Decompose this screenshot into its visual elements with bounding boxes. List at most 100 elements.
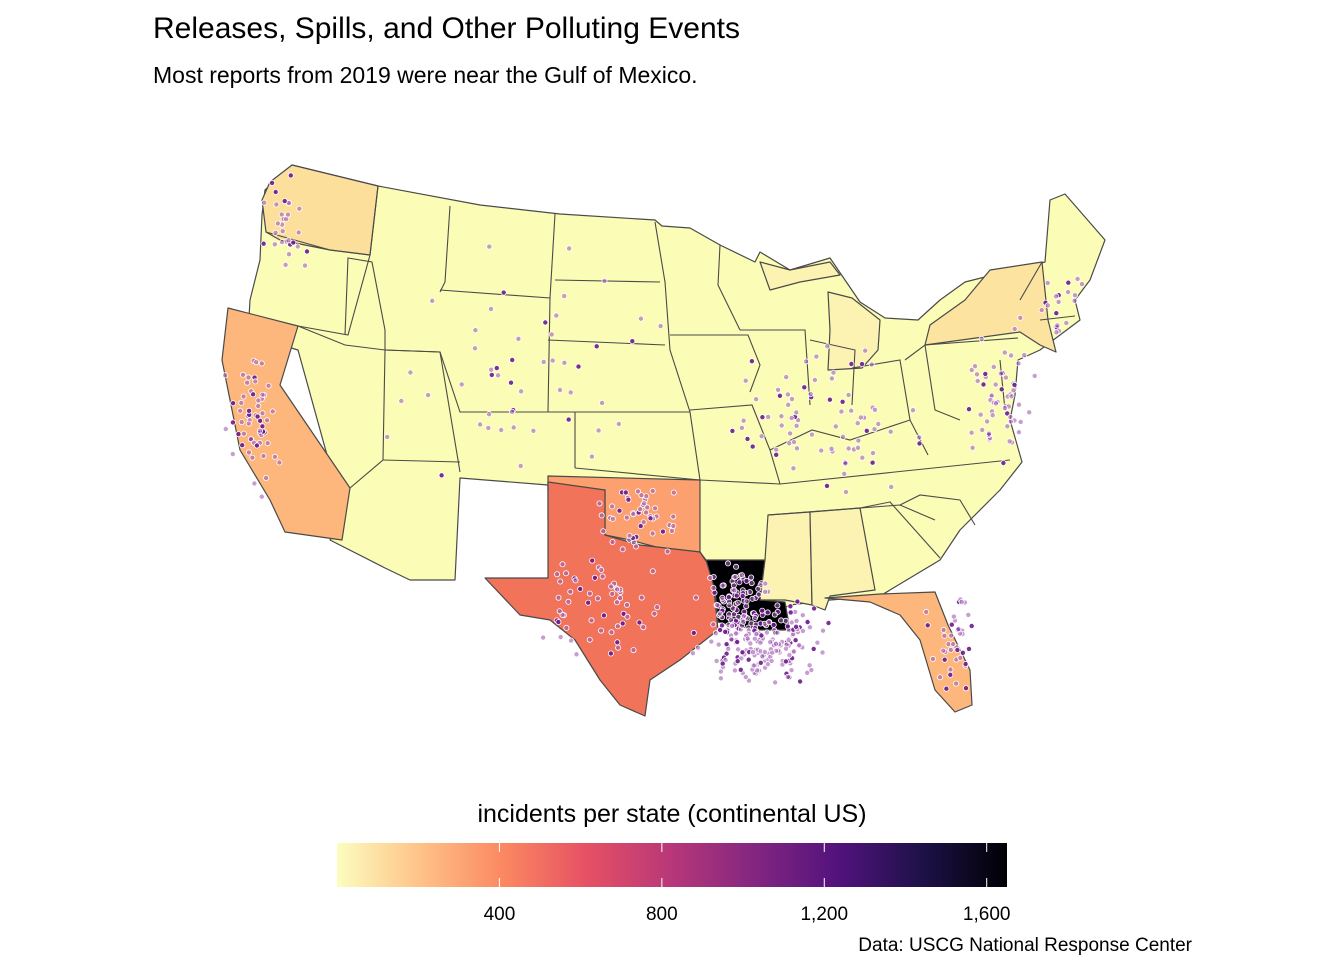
incident-point bbox=[845, 445, 852, 452]
incident-point bbox=[596, 500, 603, 507]
incident-point bbox=[438, 472, 445, 479]
incident-point bbox=[458, 381, 465, 388]
incident-point bbox=[616, 507, 623, 514]
incident-point bbox=[868, 361, 875, 368]
incident-point bbox=[774, 602, 781, 609]
incident-point bbox=[787, 430, 794, 437]
incident-point bbox=[240, 430, 247, 437]
incident-point bbox=[294, 243, 301, 250]
incident-point bbox=[763, 629, 770, 636]
incident-point bbox=[559, 561, 566, 568]
incident-point bbox=[989, 412, 996, 419]
incident-point bbox=[799, 628, 806, 635]
incident-point bbox=[764, 609, 771, 616]
incident-point bbox=[742, 674, 749, 681]
incident-point bbox=[734, 658, 741, 665]
incident-point bbox=[863, 427, 870, 434]
incident-point bbox=[296, 205, 303, 212]
incident-point bbox=[929, 655, 936, 662]
incident-point bbox=[872, 406, 879, 413]
incident-point bbox=[614, 586, 621, 593]
incident-point bbox=[1011, 381, 1018, 388]
incident-point bbox=[586, 636, 593, 643]
incident-point bbox=[586, 590, 593, 597]
incident-point bbox=[1000, 459, 1007, 466]
incident-point bbox=[1053, 293, 1060, 300]
state-florida bbox=[824, 591, 973, 713]
incident-point bbox=[778, 617, 785, 624]
incident-point bbox=[279, 228, 286, 235]
incident-point bbox=[813, 353, 820, 360]
incident-point bbox=[762, 588, 769, 595]
incident-point bbox=[1031, 372, 1038, 379]
incident-point bbox=[824, 343, 831, 350]
incident-point bbox=[515, 335, 522, 342]
incident-point bbox=[958, 599, 965, 606]
incident-point bbox=[962, 661, 969, 668]
incident-point bbox=[591, 574, 598, 581]
incident-point bbox=[577, 585, 584, 592]
incident-point bbox=[472, 327, 479, 334]
incident-point bbox=[548, 331, 555, 338]
incident-point bbox=[966, 406, 973, 413]
incident-point bbox=[384, 433, 391, 440]
incident-point bbox=[614, 623, 621, 630]
incident-point bbox=[784, 673, 791, 680]
incident-point bbox=[750, 662, 757, 669]
incident-point bbox=[598, 566, 605, 573]
incident-point bbox=[859, 454, 866, 461]
incident-point bbox=[788, 667, 795, 674]
incident-point bbox=[1008, 393, 1015, 400]
incident-point bbox=[792, 637, 799, 644]
incident-point bbox=[790, 465, 797, 472]
incident-point bbox=[820, 627, 827, 634]
incident-point bbox=[647, 515, 654, 522]
incident-point bbox=[1053, 329, 1060, 336]
incident-point bbox=[260, 452, 267, 459]
incident-point bbox=[425, 392, 432, 399]
incident-point bbox=[855, 444, 862, 451]
incident-point bbox=[1054, 322, 1061, 329]
incident-point bbox=[290, 239, 297, 246]
incident-point bbox=[943, 685, 950, 692]
incident-point bbox=[495, 372, 502, 379]
incident-point bbox=[498, 426, 505, 433]
incident-point bbox=[740, 618, 747, 625]
incident-point bbox=[950, 641, 957, 648]
incident-point bbox=[273, 201, 280, 208]
incident-point bbox=[862, 347, 869, 354]
incident-point bbox=[633, 543, 640, 550]
incident-point bbox=[614, 599, 621, 606]
incident-point bbox=[1008, 352, 1015, 359]
incident-point bbox=[910, 407, 917, 414]
incident-point bbox=[713, 657, 720, 664]
incident-point bbox=[285, 237, 292, 244]
incident-point bbox=[955, 626, 962, 633]
incident-point bbox=[693, 594, 700, 601]
incident-point bbox=[811, 376, 818, 383]
incident-point bbox=[828, 375, 835, 382]
incident-point bbox=[623, 514, 630, 521]
incident-point bbox=[743, 577, 750, 584]
incident-point bbox=[629, 338, 636, 345]
incident-point bbox=[510, 424, 517, 431]
incident-point bbox=[1002, 374, 1009, 381]
incident-point bbox=[765, 619, 772, 626]
state-new-york bbox=[924, 261, 1057, 353]
incident-point bbox=[659, 528, 666, 535]
incident-point bbox=[714, 602, 721, 609]
incident-point bbox=[769, 649, 776, 656]
incident-point bbox=[793, 617, 800, 624]
incident-point bbox=[808, 431, 815, 438]
incident-point bbox=[649, 530, 656, 537]
incident-point bbox=[245, 374, 252, 381]
incident-point bbox=[493, 365, 500, 372]
incident-point bbox=[670, 489, 677, 496]
incident-point bbox=[757, 659, 764, 666]
incident-point bbox=[806, 662, 813, 669]
incident-point bbox=[507, 379, 514, 386]
incident-point bbox=[222, 372, 229, 379]
incident-point bbox=[966, 645, 973, 652]
incident-point bbox=[695, 644, 702, 651]
incident-point bbox=[740, 613, 747, 620]
